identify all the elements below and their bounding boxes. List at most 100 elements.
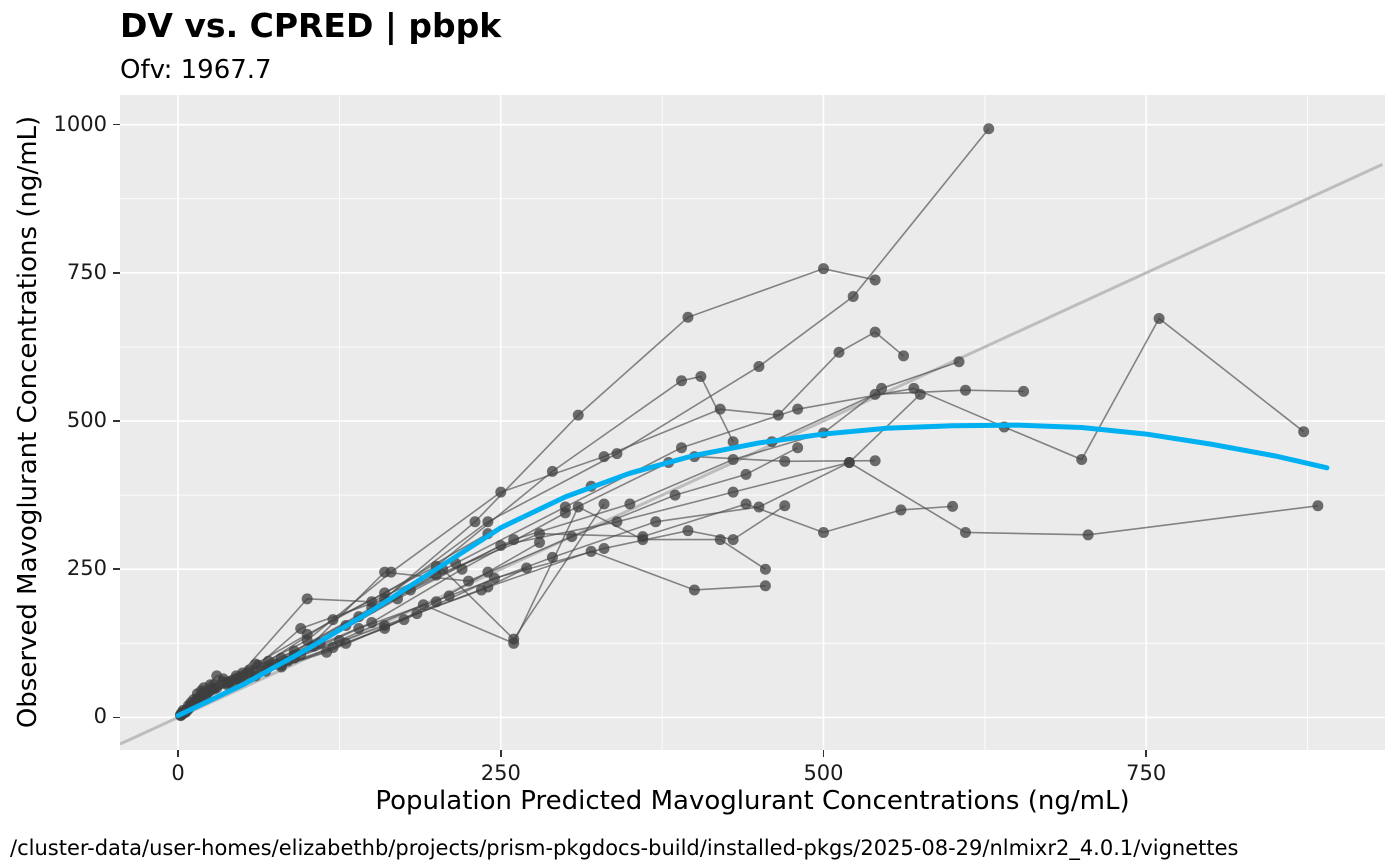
data-point <box>191 692 203 704</box>
data-point <box>727 534 739 546</box>
data-point <box>301 593 313 605</box>
data-point <box>482 566 494 578</box>
data-point <box>1076 454 1088 466</box>
y-tick-label: 750 <box>66 259 107 284</box>
data-point <box>534 537 546 549</box>
y-tick-label: 0 <box>93 704 107 729</box>
data-point <box>817 526 829 538</box>
data-point <box>598 451 610 463</box>
data-point <box>953 356 965 368</box>
x-axis-title: Population Predicted Mavoglurant Concent… <box>375 786 1130 816</box>
x-tick-mark <box>822 750 825 757</box>
data-point <box>714 534 726 546</box>
data-point <box>1312 500 1324 512</box>
data-point <box>301 628 313 640</box>
data-point <box>898 350 910 362</box>
data-point <box>753 501 765 513</box>
y-tick-label: 250 <box>66 556 107 581</box>
data-point <box>983 123 995 135</box>
y-tick-mark <box>113 123 120 126</box>
data-point <box>753 360 765 372</box>
x-tick-mark <box>177 750 179 757</box>
data-point <box>443 590 455 602</box>
data-point <box>843 457 855 469</box>
data-point <box>792 442 804 454</box>
data-point <box>772 409 784 421</box>
data-point <box>327 614 339 626</box>
data-point <box>1082 529 1094 541</box>
y-tick-mark <box>113 568 120 570</box>
data-point <box>727 436 739 448</box>
data-point <box>947 500 959 512</box>
data-point <box>727 454 739 466</box>
data-point <box>847 291 859 303</box>
data-point <box>379 566 391 578</box>
data-point <box>676 375 688 387</box>
data-point <box>430 596 442 608</box>
chart-title: DV vs. CPRED | pbpk <box>120 6 502 45</box>
data-point <box>379 620 391 632</box>
data-point <box>727 486 739 498</box>
data-point <box>366 617 378 629</box>
data-point <box>759 563 771 575</box>
data-point <box>688 584 700 596</box>
data-point <box>598 498 610 510</box>
data-point <box>669 489 681 501</box>
data-point <box>482 516 494 528</box>
data-point <box>250 658 262 670</box>
data-point <box>495 486 507 498</box>
data-point <box>508 633 520 645</box>
x-tick-label: 250 <box>480 761 521 785</box>
data-point <box>208 683 220 695</box>
data-point <box>914 388 926 400</box>
plot-panel <box>119 95 1385 750</box>
data-point <box>572 409 584 421</box>
data-point <box>546 551 558 563</box>
data-point <box>833 346 845 358</box>
data-point <box>534 528 546 540</box>
data-point <box>417 599 429 611</box>
data-point <box>959 384 971 396</box>
data-point <box>585 545 597 557</box>
data-point <box>611 516 623 528</box>
x-tick-mark <box>1145 750 1147 757</box>
data-point <box>869 326 881 338</box>
y-tick-mark <box>113 420 120 422</box>
data-point <box>611 448 623 460</box>
data-point <box>546 465 558 477</box>
caption-path: /cluster-data/user-homes/elizabethb/proj… <box>10 836 1239 860</box>
data-point <box>650 516 662 528</box>
data-point <box>469 516 481 528</box>
data-point <box>1018 385 1030 397</box>
data-point <box>624 498 636 510</box>
data-point <box>353 622 365 634</box>
data-point <box>869 455 881 467</box>
x-tick-label: 750 <box>1126 761 1167 785</box>
y-tick-mark <box>113 716 120 719</box>
data-point <box>682 311 694 323</box>
data-point <box>637 534 649 546</box>
plot-panel-wrap <box>119 95 1385 754</box>
data-point <box>559 501 571 513</box>
data-point <box>411 608 423 620</box>
data-point <box>695 371 707 383</box>
data-point <box>463 575 475 587</box>
data-point <box>895 504 907 516</box>
x-tick-label: 500 <box>803 761 844 785</box>
chart-subtitle: Ofv: 1967.7 <box>120 55 272 85</box>
data-point <box>779 455 791 467</box>
data-point <box>482 581 494 593</box>
data-point <box>566 531 578 543</box>
data-point <box>869 274 881 286</box>
data-point <box>327 641 339 653</box>
data-point <box>817 263 829 275</box>
x-tick-label: 0 <box>171 761 185 785</box>
data-point <box>379 587 391 599</box>
data-point <box>521 562 533 574</box>
data-point <box>682 525 694 537</box>
data-point <box>676 442 688 454</box>
data-point <box>340 637 352 649</box>
data-point <box>740 468 752 480</box>
data-point <box>869 388 881 400</box>
